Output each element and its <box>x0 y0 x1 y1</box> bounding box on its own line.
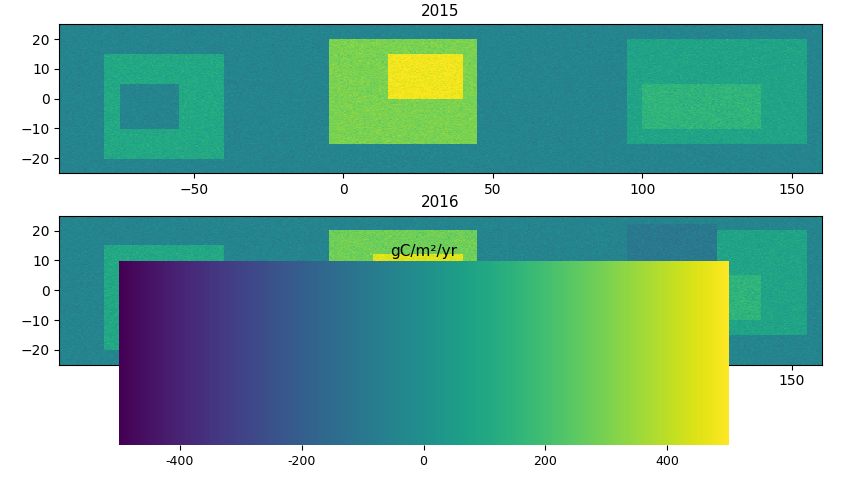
Title: gC/m²/yr: gC/m²/yr <box>390 244 457 259</box>
Title: 2015: 2015 <box>421 4 460 19</box>
Title: 2016: 2016 <box>421 196 460 211</box>
